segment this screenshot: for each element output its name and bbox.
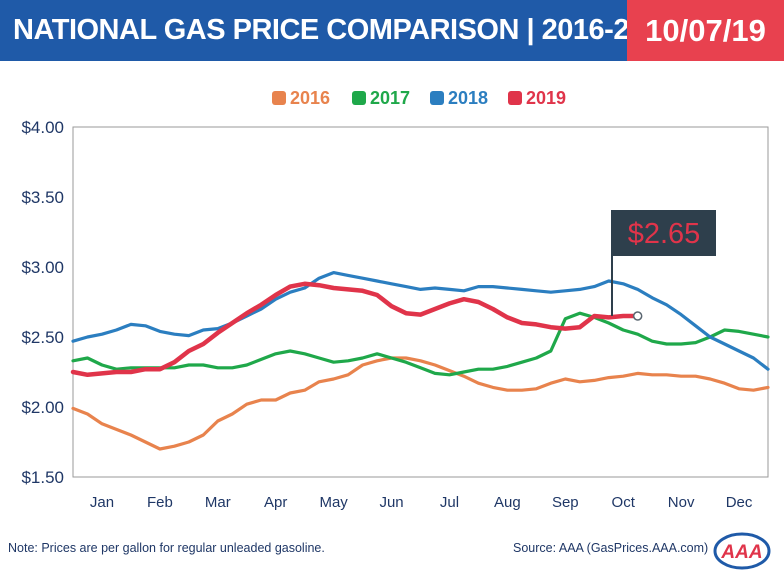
y-tick-label: $4.00 <box>21 118 64 137</box>
footnote: Note: Prices are per gallon for regular … <box>8 541 325 555</box>
x-tick-label: Oct <box>612 494 636 511</box>
x-tick-label: Mar <box>205 494 231 511</box>
series-line-2018 <box>71 271 770 371</box>
x-axis: Jan Feb Mar Apr May Jun Jul Aug Sep Oct Nov Dec <box>90 494 753 511</box>
date-badge: 10/07/19 <box>627 0 784 61</box>
y-tick-label: $3.50 <box>21 188 64 207</box>
price-callout: $2.65 <box>611 210 716 321</box>
y-tick-label: $1.50 <box>21 468 64 487</box>
header: NATIONAL GAS PRICE COMPARISON | 2016-201… <box>0 0 784 61</box>
x-tick-label: Nov <box>668 494 695 511</box>
series-lines <box>70 271 770 451</box>
x-tick-label: Apr <box>264 494 287 511</box>
y-tick-label: $2.50 <box>21 328 64 347</box>
legend-label: 2016 <box>290 88 330 108</box>
callout-box <box>612 210 716 256</box>
callout-value: $2.65 <box>628 218 701 250</box>
x-tick-label: Aug <box>494 494 521 511</box>
y-tick-label: $3.00 <box>21 258 64 277</box>
x-tick-label: Dec <box>726 494 753 511</box>
source-link[interactable]: Source: AAA (GasPrices.AAA.com) <box>513 541 709 555</box>
legend-label: 2019 <box>526 88 566 108</box>
legend-swatch <box>508 91 522 105</box>
chart-container: 2016 2017 2018 2019 $1.50 $2.00 $2.50 $3.00 $3.… <box>0 61 784 531</box>
series-line-2016 <box>71 356 770 451</box>
series-line-2019 <box>70 281 640 378</box>
page-title: NATIONAL GAS PRICE COMPARISON | 2016-201… <box>0 0 676 61</box>
plot-area <box>72 126 769 478</box>
x-tick-label: Jan <box>90 494 114 511</box>
legend-swatch <box>430 91 444 105</box>
x-tick-label: Jun <box>379 494 403 511</box>
x-tick-label: Sep <box>552 494 579 511</box>
line-chart: 2016 2017 2018 2019 $1.50 $2.00 $2.50 $3.00 $3.… <box>21 88 770 511</box>
callout-point <box>632 311 643 321</box>
legend-swatch <box>352 91 366 105</box>
legend: 2016 2017 2018 2019 <box>272 88 566 108</box>
footer: Note: Prices are per gallon for regular … <box>0 531 784 579</box>
legend-label: 2017 <box>370 88 410 108</box>
x-tick-label: Feb <box>147 494 173 511</box>
y-tick-label: $2.00 <box>21 398 64 417</box>
x-tick-label: Jul <box>440 494 459 511</box>
aaa-logo-icon[interactable]: AAA <box>713 531 771 571</box>
series-line-2017 <box>71 311 770 377</box>
legend-swatch <box>272 91 286 105</box>
y-axis: $1.50 $2.00 $2.50 $3.00 $3.50 $4.00 <box>21 118 64 487</box>
legend-label: 2018 <box>448 88 488 108</box>
svg-text:AAA: AAA <box>720 542 762 563</box>
x-tick-label: May <box>319 494 348 511</box>
